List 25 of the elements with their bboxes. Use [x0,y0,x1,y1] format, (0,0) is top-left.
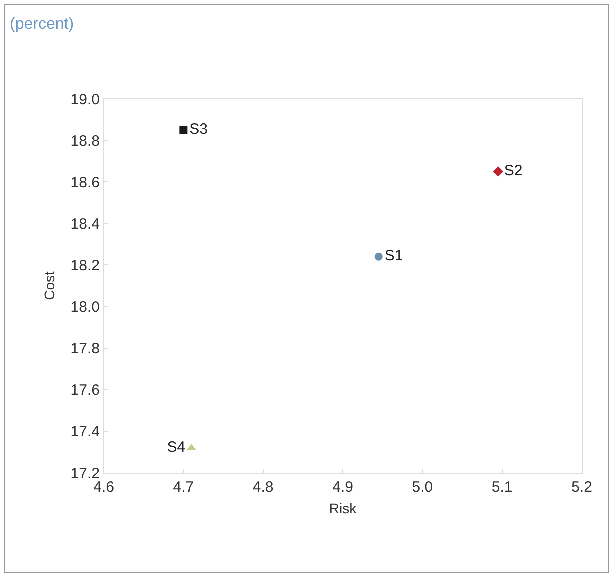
y-axis-title: Cost [41,272,58,300]
series-label: S3 [190,120,208,138]
y-tick-label: 17.8 [70,340,100,358]
point [374,252,383,261]
x-tick-label: 4.9 [332,479,354,496]
chart-subtitle: (percent) [10,16,74,33]
x-tick-label: 5.2 [572,479,592,496]
y-tick-label: 18.8 [70,132,100,150]
x-axis-title: Risk [329,500,358,516]
y-tick-label: 18.2 [70,257,100,274]
x-tick-label: 4.7 [173,479,194,496]
y-tick-label: 18.0 [70,299,100,316]
series-label: S4 [167,438,186,456]
point [493,166,504,177]
y-tick-label: 17.6 [70,382,100,400]
series-label: S2 [504,162,523,180]
y-tick-label: 18.6 [70,174,100,192]
series-label: S1 [384,248,404,265]
x-tick-label: 5.0 [412,479,434,496]
y-tick-label: 18.4 [70,216,100,233]
y-tick-label: 17.4 [70,424,100,441]
x-tick-label: 5.1 [492,479,513,496]
point [180,126,188,134]
y-tick-label: 19.0 [70,91,100,108]
x-tick-label: 4.8 [252,479,274,496]
